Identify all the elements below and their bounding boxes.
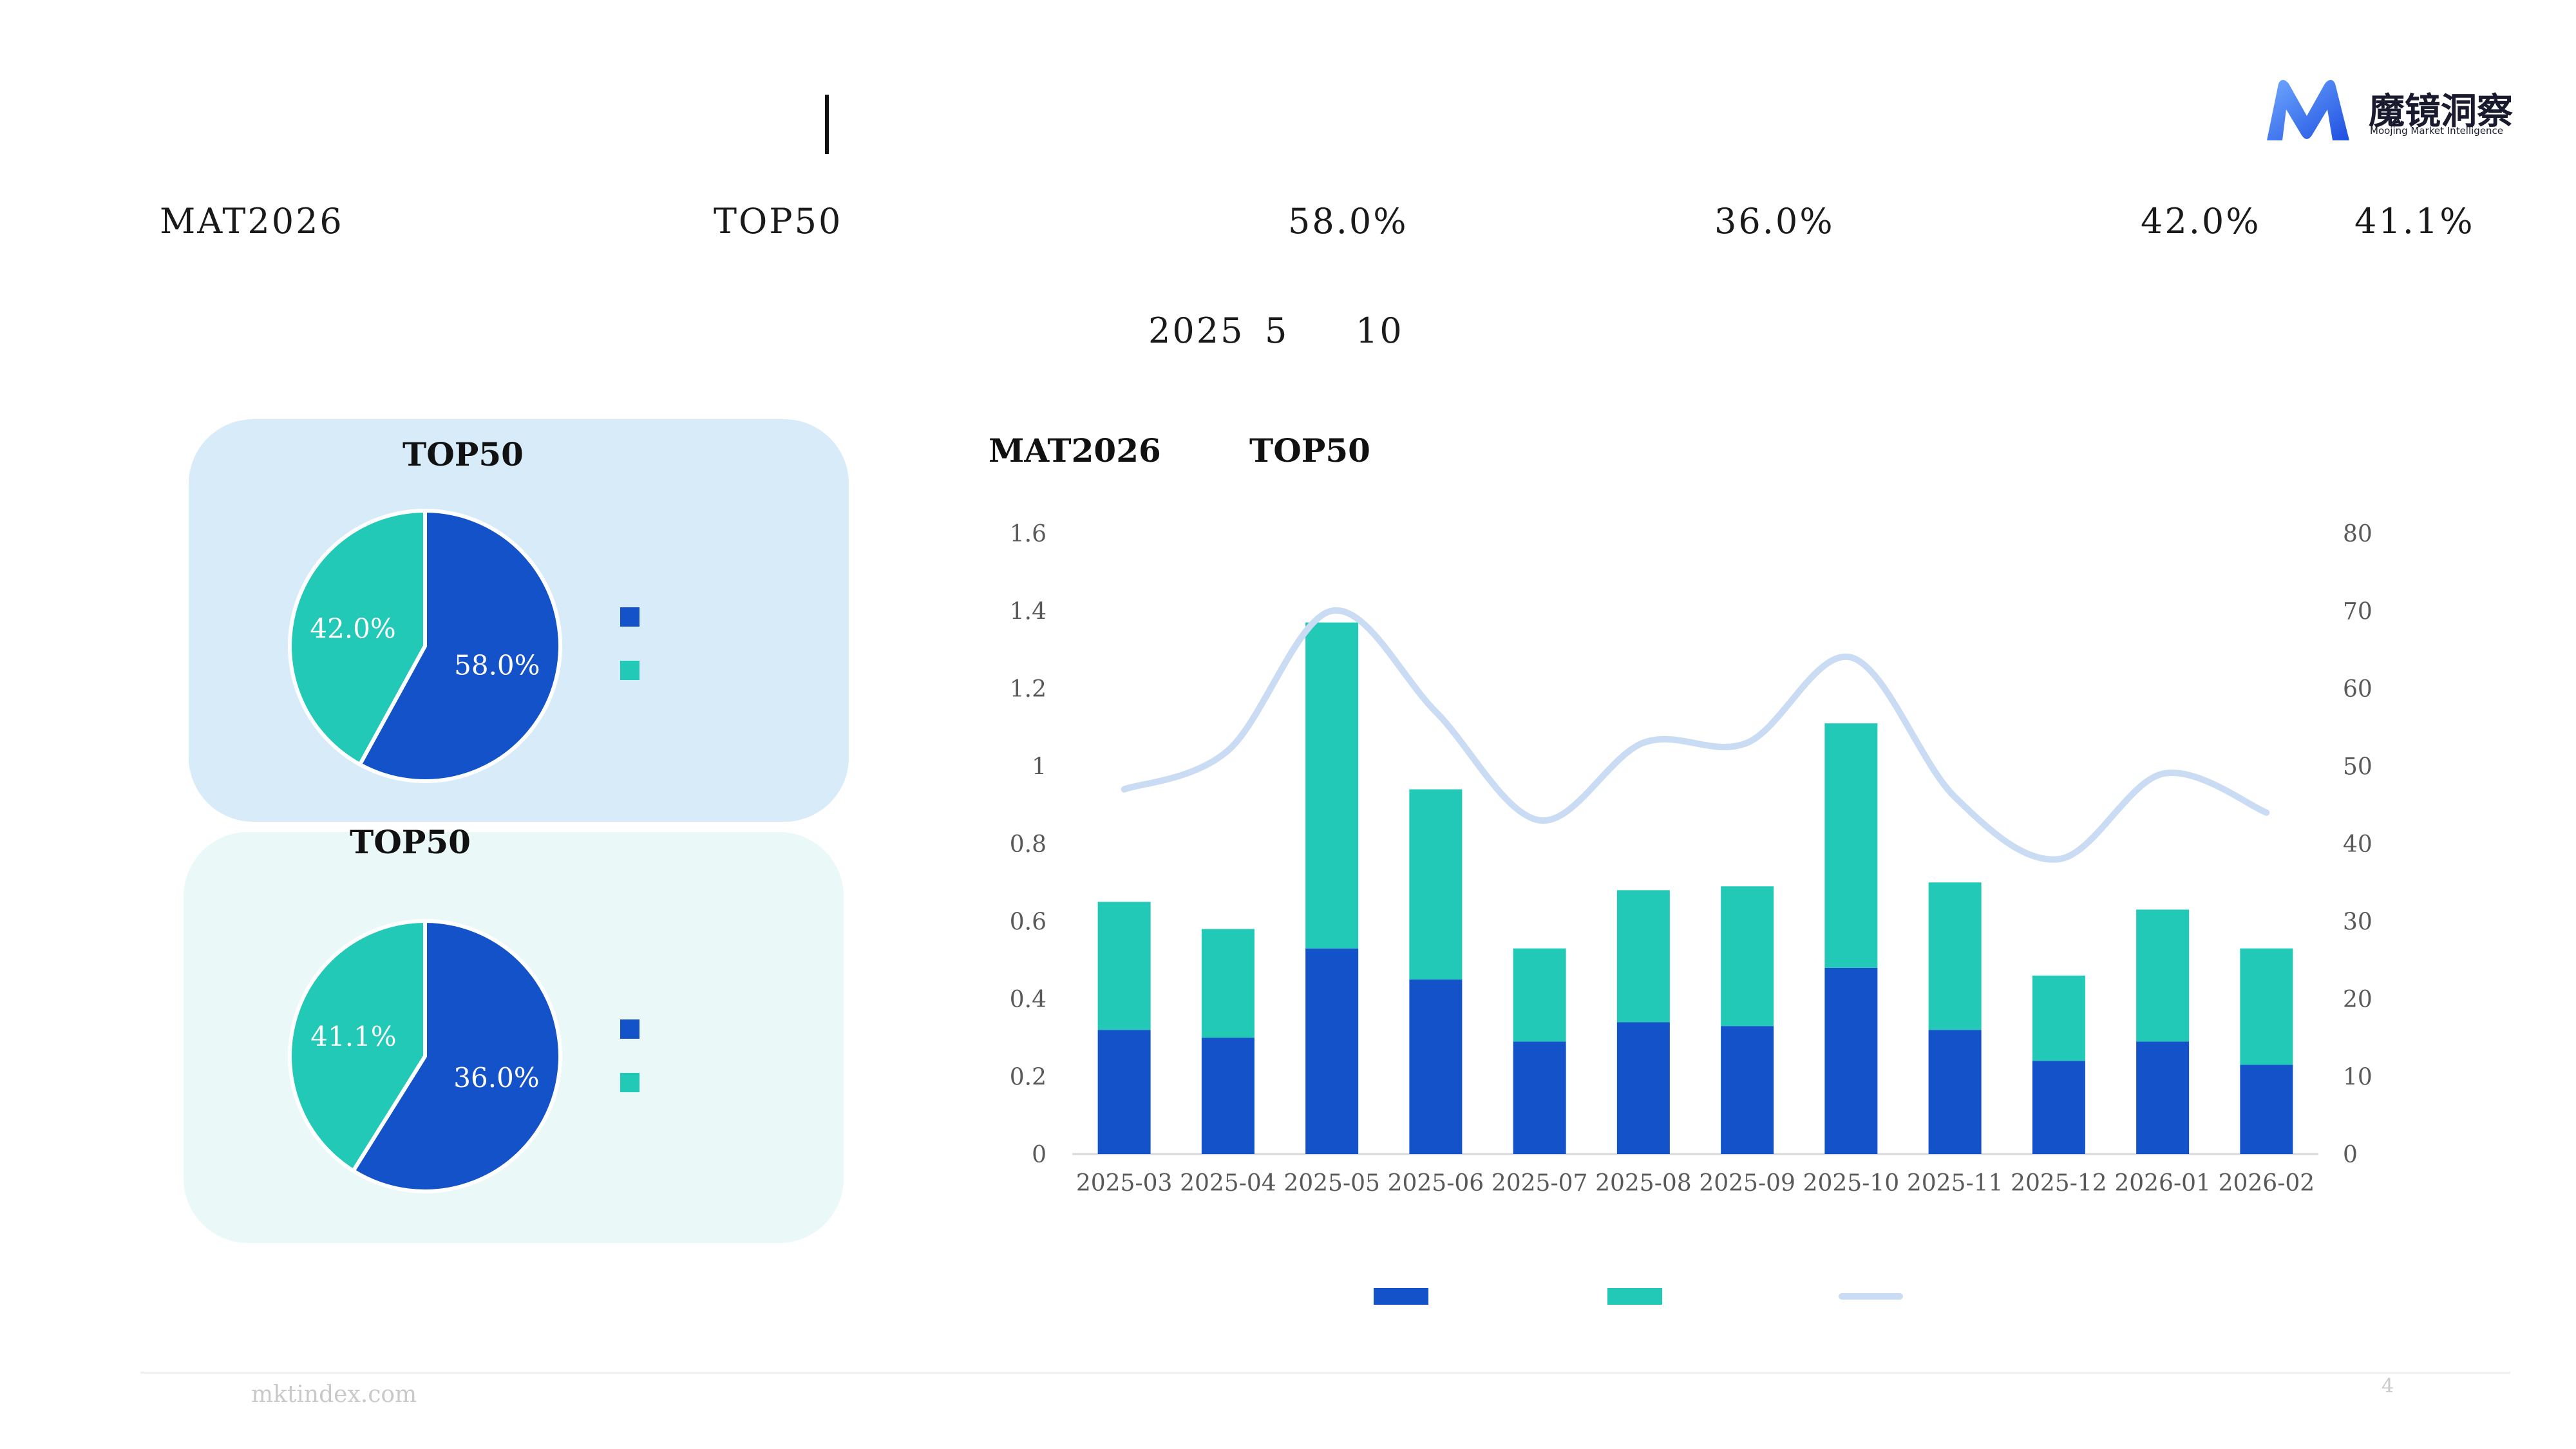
line-series: [1121, 607, 2270, 863]
y-right-tick-label: 60: [2343, 676, 2372, 703]
x-tick-label: 2025-10: [1803, 1170, 1900, 1197]
bar-series-1-2025-05: [1305, 622, 1359, 949]
pie-2-label-1: 41.1%: [310, 1021, 396, 1052]
main-chart-title-period: MAT2026: [989, 431, 1161, 469]
y-right-tick-label: 50: [2343, 754, 2372, 781]
x-tick-label: 2025-09: [1699, 1170, 1795, 1197]
y-left-tick-label: 0: [1032, 1142, 1046, 1168]
pie-1-slice-1: [288, 508, 427, 768]
y-left-tick-label: 1.6: [1010, 521, 1046, 547]
pie-card-1-title: TOP50: [402, 435, 524, 473]
pie-2-label-0: 36.0%: [453, 1062, 539, 1094]
pie-2-legend-swatch-a: [620, 1019, 639, 1039]
bar-series-0-2025-08: [1616, 1022, 1670, 1154]
y-right-tick-label: 0: [2343, 1142, 2358, 1168]
bar-series-0-2025-11: [1928, 1030, 1982, 1154]
bar-series-0-2025-12: [2032, 1061, 2085, 1154]
y-left-tick-label: 1: [1032, 754, 1046, 781]
x-tick-label: 2025-04: [1180, 1170, 1276, 1197]
pie-1-legend-swatch-b: [620, 661, 639, 680]
summary-period: MAT2026: [160, 201, 344, 242]
bar-series-0-2026-02: [2240, 1065, 2293, 1154]
legend-swatch-series-0: [1374, 1288, 1428, 1305]
pie-2-legend-swatch-b: [620, 1073, 639, 1092]
brand-logo: 魔镜洞察 Moojing Market Intelligence: [2260, 76, 2531, 147]
bar-series-0-2025-03: [1097, 1030, 1151, 1154]
bar-series-1-2025-11: [1928, 882, 1982, 1030]
y-right-tick-label: 20: [2343, 987, 2372, 1013]
pie-card-2-title: TOP50: [350, 823, 471, 861]
bar-series-1-2026-01: [2136, 909, 2190, 1042]
y-left-tick-label: 0.2: [1010, 1065, 1046, 1091]
bar-series-0-2025-07: [1513, 1041, 1566, 1154]
bar-series-1-2025-08: [1616, 890, 1670, 1023]
x-tick-label: 2025-08: [1595, 1170, 1692, 1197]
bar-series-1-2025-09: [1721, 886, 1774, 1027]
date-month: 5: [1265, 310, 1289, 351]
x-tick-label: 2025-03: [1076, 1170, 1173, 1197]
y-right-tick-label: 30: [2343, 909, 2372, 936]
y-right-tick-label: 40: [2343, 831, 2372, 858]
bar-series-1-2026-02: [2240, 948, 2293, 1065]
pie-1-slice-0: [357, 508, 562, 783]
main-chart-title-segment: TOP50: [1249, 431, 1370, 469]
title-divider-bar: [825, 95, 829, 154]
date-day: 10: [1356, 310, 1404, 351]
pie-1-label-0: 58.0%: [454, 650, 540, 681]
bar-series-1-2025-04: [1201, 929, 1255, 1038]
pie-1-label-1: 42.0%: [310, 612, 395, 644]
bar-series-0-2025-05: [1305, 948, 1359, 1154]
y-left-tick-label: 1.4: [1010, 599, 1046, 625]
bar-series-1-2025-07: [1513, 948, 1566, 1042]
x-tick-label: 2025-12: [2011, 1170, 2107, 1197]
pie-1-legend-swatch-a: [620, 607, 639, 627]
y-left-tick-label: 0.6: [1010, 909, 1046, 936]
brand-subtitle: Moojing Market Intelligence: [2370, 125, 2504, 137]
bar-series-0-2025-04: [1201, 1037, 1255, 1154]
y-right-tick-label: 80: [2343, 521, 2372, 547]
x-tick-label: 2025-11: [1907, 1170, 2003, 1197]
footer-site: mktindex.com: [251, 1381, 417, 1408]
bar-series-0-2026-01: [2136, 1041, 2190, 1154]
bar-series-1-2025-03: [1097, 902, 1151, 1030]
brand-m-icon: [2267, 80, 2349, 140]
bar-series-0-2025-10: [1824, 967, 1878, 1154]
bar-series-0-2025-09: [1721, 1026, 1774, 1154]
footer-page-number: 4: [2382, 1375, 2394, 1397]
pie-chart-2: 36.0% 41.1%: [288, 918, 562, 1193]
bar-series-1-2025-12: [2032, 975, 2085, 1061]
summary-pct-4: 41.1%: [2354, 201, 2475, 242]
x-tick-label: 2025-05: [1283, 1170, 1380, 1197]
x-tick-label: 2025-07: [1492, 1170, 1588, 1197]
bar-series-1-2025-06: [1409, 789, 1463, 980]
y-right-tick-label: 10: [2343, 1065, 2372, 1091]
y-left-tick-label: 1.2: [1010, 676, 1046, 703]
brand-name: 魔镜洞察: [2369, 91, 2513, 133]
legend-swatch-series-1: [1607, 1288, 1662, 1305]
summary-segment: TOP50: [714, 201, 843, 242]
y-right-tick-label: 70: [2343, 599, 2372, 625]
x-tick-label: 2026-02: [2219, 1170, 2315, 1197]
bar-series-0-2025-06: [1409, 979, 1463, 1154]
y-left-tick-label: 0.4: [1010, 987, 1046, 1013]
summary-pct-3: 42.0%: [2141, 201, 2261, 242]
summary-pct-2: 36.0%: [1714, 201, 1835, 242]
pie-chart-1: 58.0% 42.0%: [288, 508, 562, 783]
footer-divider: [140, 1372, 2510, 1374]
x-tick-label: 2026-01: [2114, 1170, 2211, 1197]
pie-2-slice-1: [288, 918, 427, 1174]
summary-pct-1: 58.0%: [1288, 201, 1408, 242]
x-tick-label: 2025-06: [1388, 1170, 1484, 1197]
bar-series-1-2025-10: [1824, 723, 1878, 968]
pie-2-slice-0: [350, 918, 562, 1193]
date-year: 2025: [1148, 310, 1245, 351]
y-left-tick-label: 0.8: [1010, 831, 1046, 858]
